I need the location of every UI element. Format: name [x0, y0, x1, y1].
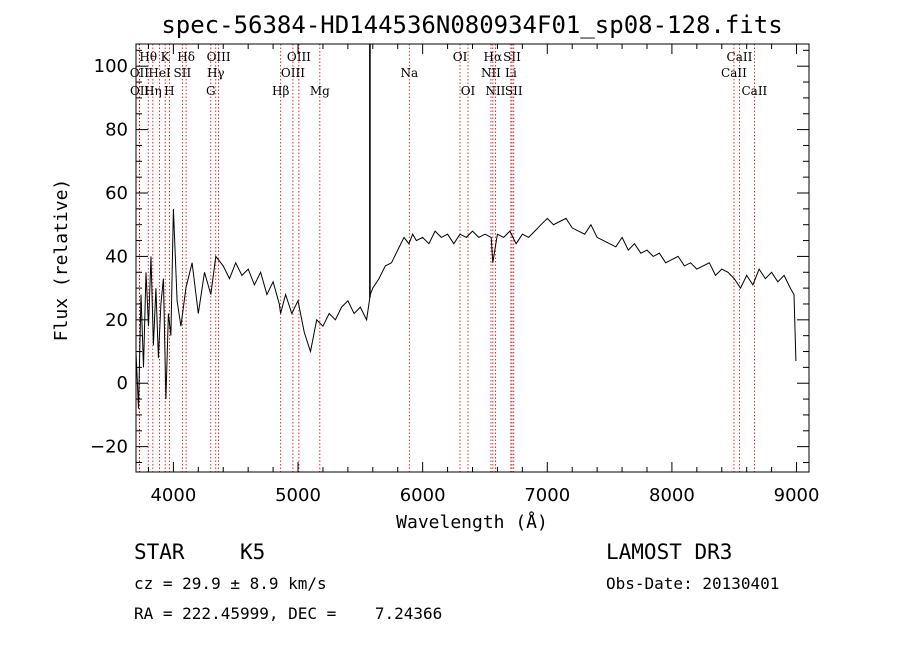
x-tick-label: 7000	[524, 485, 570, 506]
emission-line-label: CaII	[727, 50, 753, 64]
x-tick-label: 9000	[774, 485, 820, 506]
y-tick-label: 60	[105, 183, 128, 204]
emission-line-label: Hδ	[177, 50, 195, 64]
y-tick-label: 80	[105, 120, 128, 141]
x-axis-label: Wavelength (Å)	[396, 511, 548, 533]
chart-title: spec-56384-HD144536N080934F01_sp08-128.f…	[161, 11, 782, 39]
coordinates-readout: RA = 222.45999, DEC = 7.24366	[134, 604, 443, 623]
y-tick-label: 0	[117, 373, 128, 394]
emission-line-label: Li	[505, 66, 517, 80]
emission-line-label: SII	[505, 84, 523, 98]
emission-line-label: Hβ	[272, 84, 289, 98]
emission-line-label: SII	[174, 66, 192, 80]
emission-line-label: OIII	[281, 66, 305, 80]
axis-ticks-layer: 4000 5000 6000 7000 8000 9000 −20 0 20 40 60 80 100	[90, 44, 819, 506]
survey-name: LAMOST DR3	[606, 540, 733, 564]
emission-line-label: OII	[130, 84, 150, 98]
emission-line-label: OIII	[207, 50, 231, 64]
emission-line-label: CaII	[721, 66, 747, 80]
spectrum-series-line	[135, 208, 797, 409]
emission-line-label: Hθ	[139, 50, 157, 64]
emission-line-label: Hη	[144, 84, 162, 98]
y-tick-label: 40	[105, 246, 128, 267]
x-tick-label: 4000	[150, 485, 196, 506]
x-tick-label: 6000	[400, 485, 446, 506]
redshift-readout: cz = 29.9 ± 8.9 km/s	[134, 574, 327, 593]
emission-line-label: OI	[453, 50, 468, 64]
y-tick-label: 100	[94, 56, 128, 77]
emission-line-label: Mg	[310, 84, 330, 98]
emission-line-label: Hα	[484, 50, 503, 64]
emission-line-label: Na	[400, 66, 418, 80]
emission-line-label: G	[206, 84, 216, 98]
emission-line-label: K	[161, 50, 171, 64]
emission-line-label: NII	[481, 66, 501, 80]
object-type: STAR	[134, 540, 185, 564]
y-tick-label: 20	[105, 310, 128, 331]
emission-line-label: HeI	[148, 66, 171, 80]
emission-line-label: OIII	[287, 50, 311, 64]
emission-line-label: SII	[503, 50, 521, 64]
emission-line-label: NII	[485, 84, 505, 98]
emission-line-label: CaII	[741, 84, 767, 98]
x-tick-label: 5000	[275, 485, 321, 506]
x-tick-label: 8000	[649, 485, 695, 506]
emission-line-label: OI	[461, 84, 476, 98]
y-axis-label: Flux (relative)	[51, 179, 72, 342]
observation-date: Obs-Date: 20130401	[606, 574, 780, 593]
emission-line-label: H	[164, 84, 174, 98]
plot-frame	[135, 43, 810, 473]
spectral-subclass: K5	[240, 540, 266, 564]
emission-line-label: Hγ	[207, 66, 225, 80]
y-tick-label: −20	[90, 437, 128, 458]
